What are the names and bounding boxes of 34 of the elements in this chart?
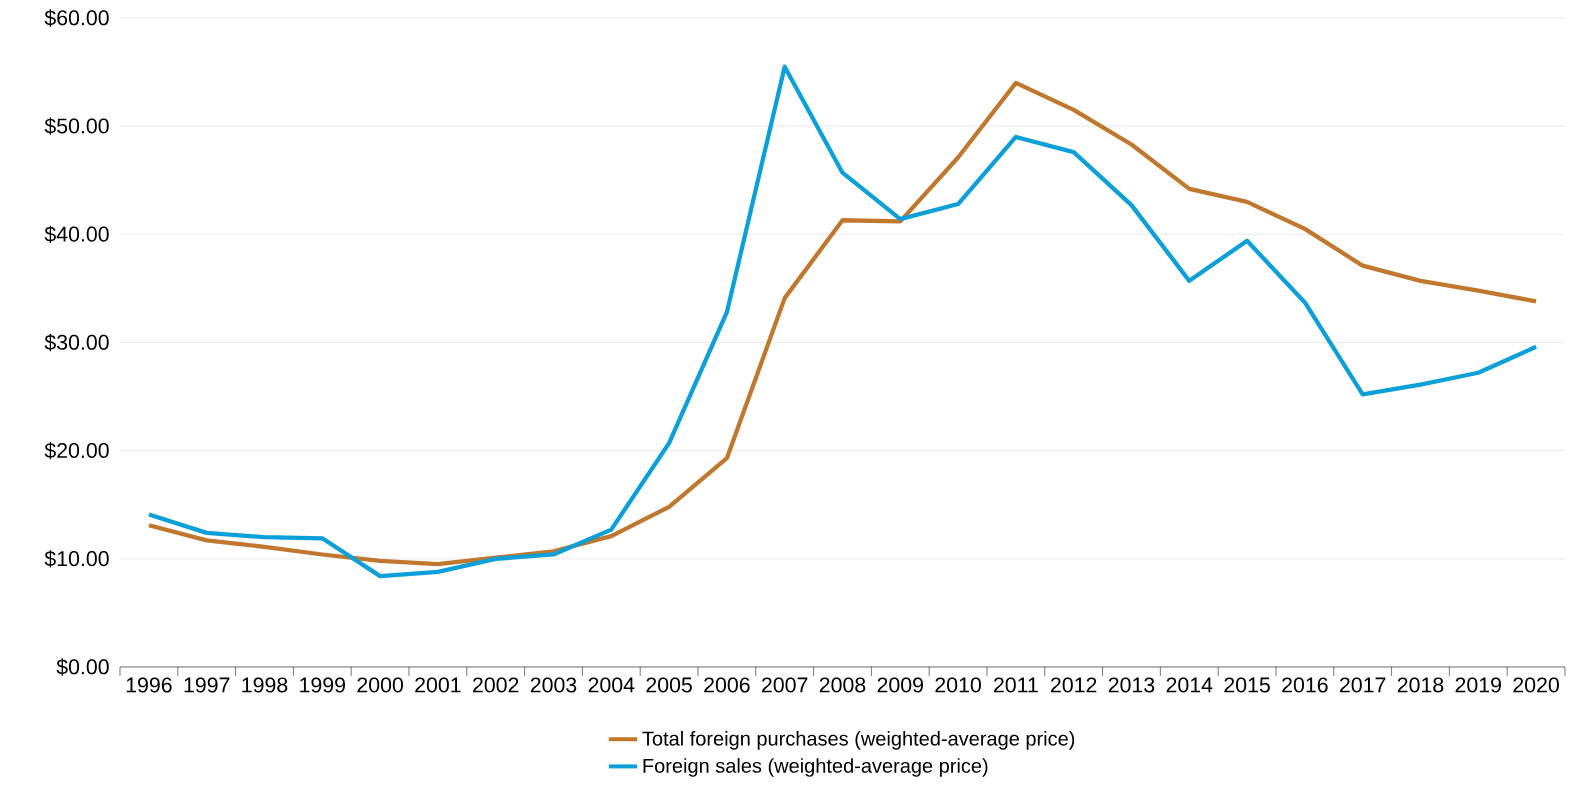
y-tick-label: $40.00 bbox=[44, 225, 109, 243]
x-tick-label: 2003 bbox=[530, 677, 577, 693]
x-tick-label: 2016 bbox=[1282, 677, 1328, 693]
x-tick-label: 2018 bbox=[1397, 677, 1444, 693]
x-tick-label: 2010 bbox=[935, 677, 981, 693]
y-tick-label: $10.00 bbox=[44, 550, 109, 568]
x-tick-label: 2020 bbox=[1513, 677, 1559, 693]
x-tick-label: 2001 bbox=[415, 677, 461, 693]
legend-label: Foreign sales (weighted-average price) bbox=[643, 758, 988, 777]
x-tick-label: 2011 bbox=[994, 677, 1038, 693]
x-tick-label: 2006 bbox=[704, 677, 750, 693]
x-tick-label: 2017 bbox=[1340, 677, 1386, 693]
y-tick-label: $60.00 bbox=[44, 9, 109, 27]
x-tick-label: 2012 bbox=[1051, 677, 1097, 693]
x-tick-label: 2009 bbox=[877, 677, 923, 693]
x-tick-label: 1999 bbox=[300, 677, 346, 693]
x-tick-label: 2015 bbox=[1224, 677, 1270, 693]
legend-label: Total foreign purchases (weighted-average price) bbox=[642, 730, 1075, 750]
x-tick-label: 2004 bbox=[588, 677, 635, 693]
y-tick-label: $20.00 bbox=[44, 442, 109, 460]
x-tick-label: 2002 bbox=[473, 677, 519, 693]
x-tick-label: 2008 bbox=[819, 677, 866, 693]
y-tick-label: $30.00 bbox=[44, 333, 109, 352]
x-tick-label: 2014 bbox=[1166, 677, 1213, 693]
x-tick-label: 2005 bbox=[646, 677, 692, 693]
x-tick-label: 2013 bbox=[1108, 677, 1155, 693]
x-tick-label: 2000 bbox=[357, 677, 403, 693]
y-tick-label: $0.00 bbox=[56, 658, 109, 676]
x-tick-label: 1998 bbox=[242, 677, 288, 693]
x-tick-label: 1996 bbox=[126, 677, 172, 693]
x-tick-label: 2007 bbox=[762, 677, 808, 693]
x-tick-label: 2019 bbox=[1455, 677, 1501, 693]
x-tick-label: 1997 bbox=[184, 677, 230, 693]
y-tick-label: $50.00 bbox=[44, 117, 109, 135]
